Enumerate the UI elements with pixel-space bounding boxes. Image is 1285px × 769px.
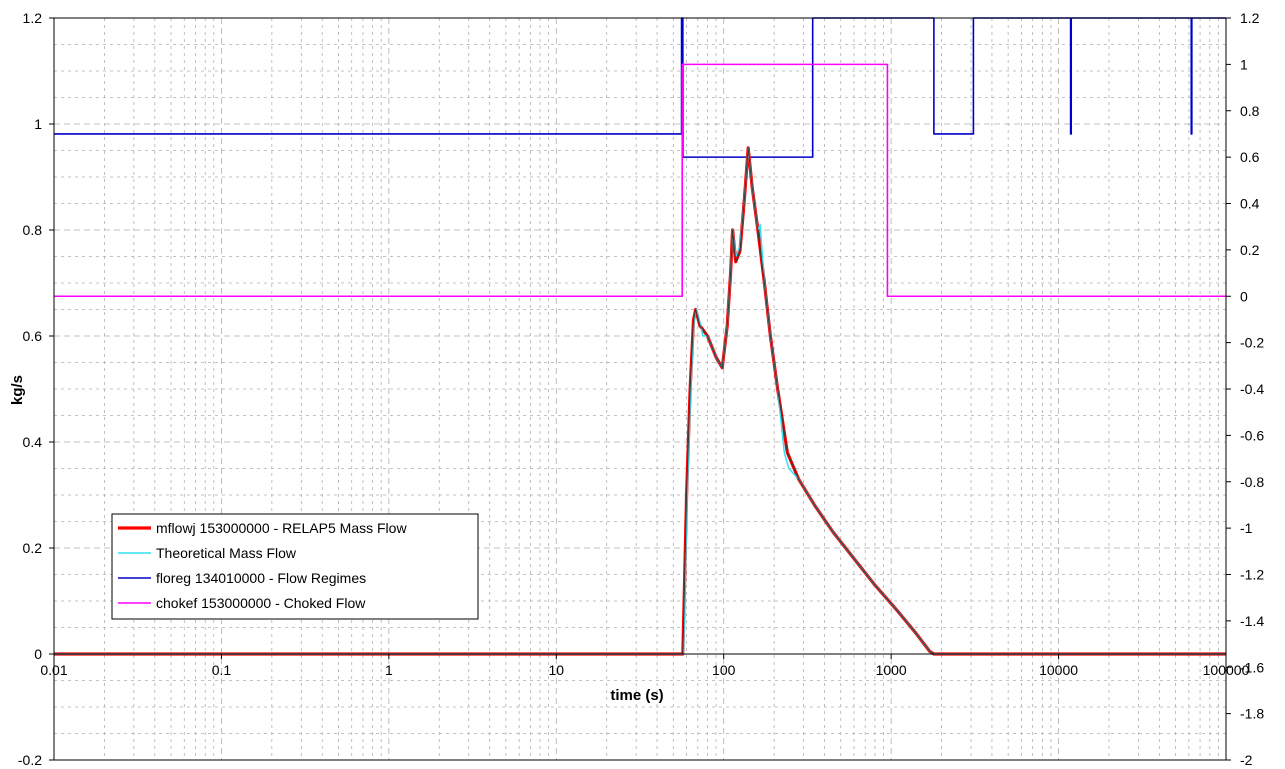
y2-tick-label: 1 xyxy=(1240,56,1248,72)
legend-item-mflowj-label: mflowj 153000000 - RELAP5 Mass Flow xyxy=(156,520,407,536)
x-tick-label: 10 xyxy=(548,662,564,678)
series-lines xyxy=(54,17,1226,656)
series-mflowj-core-line xyxy=(54,147,1226,655)
y-tick-label: 0.6 xyxy=(23,328,43,344)
legend: mflowj 153000000 - RELAP5 Mass Flow Theor… xyxy=(111,513,479,620)
grid-lines xyxy=(54,18,1226,760)
y2-tick-label: -0.8 xyxy=(1240,474,1264,490)
x-tick-label: 10000 xyxy=(1039,662,1078,678)
y-tick-label: 1 xyxy=(34,116,42,132)
legend-item-floreg-label: floreg 134010000 - Flow Regimes xyxy=(156,570,366,586)
y-tick-label: 0.8 xyxy=(23,222,43,238)
y-tick-label: 0.4 xyxy=(23,434,43,450)
legend-item-theoretical-label: Theoretical Mass Flow xyxy=(156,545,297,561)
y-tick-label: 0.2 xyxy=(23,540,43,556)
x-axis-label: time (s) xyxy=(610,687,663,704)
y2-tick-label: 0.2 xyxy=(1240,242,1260,258)
y-tick-label: -0.2 xyxy=(18,752,42,768)
legend-item-chokef-label: chokef 153000000 - Choked Flow xyxy=(156,595,366,611)
x-tick-label: 100000 xyxy=(1203,662,1250,678)
axes: 0.01 0.1 1 10 100 1000 10000 100000-0.200.20.40… xyxy=(18,10,1264,768)
y2-tick-label: 1.2 xyxy=(1240,10,1260,26)
y2-tick-label: -1.8 xyxy=(1240,706,1264,722)
y2-tick-label: -1.4 xyxy=(1240,613,1264,629)
y2-tick-label: -0.4 xyxy=(1240,381,1264,397)
y2-tick-label: -1.2 xyxy=(1240,567,1264,583)
y2-tick-label: 0.4 xyxy=(1240,196,1260,212)
y2-tick-label: -0.6 xyxy=(1240,427,1264,443)
x-tick-label: 100 xyxy=(712,662,736,678)
x-tick-label: 1000 xyxy=(876,662,907,678)
series-floreg-line xyxy=(54,17,1226,158)
y2-tick-label: 0.6 xyxy=(1240,149,1260,165)
y-axis-label: kg/s xyxy=(9,375,26,405)
y2-tick-label: -0.2 xyxy=(1240,335,1264,351)
series-chokef-line xyxy=(54,63,1226,298)
y2-tick-label: -1.6 xyxy=(1240,659,1264,675)
y-tick-label: 0 xyxy=(34,646,42,662)
y2-tick-label: 0 xyxy=(1240,288,1248,304)
x-tick-label: 0.01 xyxy=(40,662,67,678)
y2-tick-label: -1 xyxy=(1240,520,1253,536)
y2-tick-label: 0.8 xyxy=(1240,103,1260,119)
x-tick-label: 0.1 xyxy=(212,662,232,678)
y-tick-label: 1.2 xyxy=(23,10,43,26)
y2-tick-label: -2 xyxy=(1240,752,1253,768)
legend-box xyxy=(111,513,479,620)
x-tick-label: 1 xyxy=(385,662,393,678)
